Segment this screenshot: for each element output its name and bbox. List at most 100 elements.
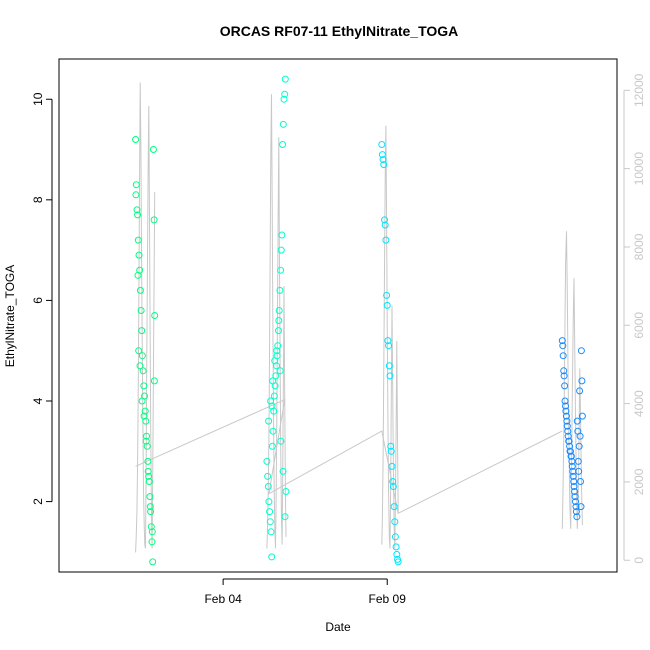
- data-point: [132, 136, 140, 143]
- data-point: [138, 352, 146, 360]
- data-point: [394, 558, 402, 566]
- y2-tick-label: 10000: [632, 152, 646, 186]
- data-point: [562, 407, 570, 415]
- data-point: [562, 412, 570, 420]
- points-layer: [132, 75, 586, 566]
- altitude-layer: [135, 82, 583, 553]
- data-point: [151, 312, 159, 319]
- data-point: [562, 402, 569, 410]
- data-point: [136, 286, 144, 294]
- x-tick-label: Feb 04: [204, 592, 242, 606]
- data-point: [146, 503, 154, 511]
- data-point: [577, 503, 585, 511]
- data-point: [275, 307, 283, 314]
- data-point: [139, 367, 147, 375]
- data-point: [268, 442, 276, 450]
- data-point: [277, 437, 285, 445]
- altitude-trace-RF09: [381, 125, 399, 549]
- data-point: [567, 447, 574, 455]
- data-point: [265, 417, 273, 425]
- data-point: [268, 553, 276, 561]
- data-point: [140, 412, 148, 420]
- data-point: [146, 493, 154, 501]
- chart-title: ORCAS RF07-11 EthylNitrate_TOGA: [220, 23, 459, 39]
- data-point: [267, 397, 275, 405]
- y-tick-label: 6: [31, 297, 45, 304]
- data-point: [575, 442, 583, 450]
- data-point: [393, 550, 401, 558]
- data-point: [144, 457, 152, 465]
- plot-frame: [58, 58, 618, 573]
- data-point: [564, 432, 572, 440]
- data-point: [276, 367, 284, 375]
- data-point: [571, 488, 579, 495]
- data-point: [277, 266, 285, 274]
- data-point: [132, 181, 140, 189]
- data-point: [280, 95, 288, 103]
- data-point: [578, 412, 586, 420]
- data-point: [387, 442, 395, 450]
- data-point: [564, 427, 572, 435]
- y2-tick-label: 8000: [632, 233, 646, 260]
- data-point: [270, 392, 278, 400]
- data-point: [378, 151, 386, 159]
- data-point: [565, 437, 573, 445]
- data-point: [569, 472, 577, 480]
- data-point: [572, 508, 580, 516]
- data-point: [279, 467, 287, 475]
- axes-layer: 2 4 6 8 10 0 2000 4000 6000 8000 10000 12000 Feb 04 F…: [31, 73, 646, 606]
- data-point: [385, 342, 393, 350]
- data-point: [560, 372, 568, 380]
- data-point: [560, 367, 568, 375]
- data-point: [264, 483, 272, 490]
- data-point: [265, 498, 273, 506]
- y-tick-label: 10: [31, 92, 45, 106]
- data-point: [264, 472, 272, 480]
- data-point: [570, 478, 578, 485]
- data-point: [567, 452, 575, 460]
- data-point: [573, 513, 581, 521]
- data-point: [383, 301, 391, 309]
- data-point: [150, 377, 158, 385]
- data-point: [386, 372, 394, 380]
- data-point: [137, 307, 145, 314]
- data-point: [573, 417, 581, 425]
- data-point: [275, 327, 282, 335]
- data-point: [381, 221, 389, 229]
- y-tick-label: 8: [31, 196, 45, 203]
- data-point: [263, 457, 271, 465]
- data-point: [147, 508, 155, 516]
- data-point: [147, 523, 155, 531]
- data-point: [384, 337, 392, 345]
- data-point: [559, 352, 567, 360]
- data-point: [266, 518, 274, 526]
- data-point: [145, 472, 153, 480]
- data-point: [143, 442, 151, 450]
- data-point: [140, 382, 148, 390]
- x-axis-label: Date: [325, 620, 351, 634]
- y2-tick-label: 6000: [632, 312, 646, 339]
- data-point: [389, 478, 397, 485]
- y-tick-label: 2: [31, 498, 45, 505]
- data-point: [391, 533, 399, 541]
- data-point: [574, 457, 582, 465]
- data-point: [578, 377, 586, 385]
- data-point: [136, 362, 144, 370]
- altitude-connector: [135, 398, 563, 515]
- data-point: [391, 518, 399, 526]
- y-axis-label: EthylNitrate_TOGA: [3, 265, 17, 367]
- data-point: [148, 528, 156, 536]
- data-point: [379, 156, 387, 164]
- data-point: [282, 488, 290, 495]
- altitude-trace-RF08: [266, 94, 287, 549]
- data-point: [559, 342, 567, 350]
- altitude-trace-RF07: [135, 82, 156, 553]
- data-point: [269, 427, 277, 435]
- data-point: [558, 337, 566, 345]
- data-point: [566, 442, 574, 450]
- data-point: [383, 291, 391, 299]
- data-point: [144, 467, 152, 475]
- data-point: [563, 417, 571, 425]
- data-point: [134, 236, 142, 244]
